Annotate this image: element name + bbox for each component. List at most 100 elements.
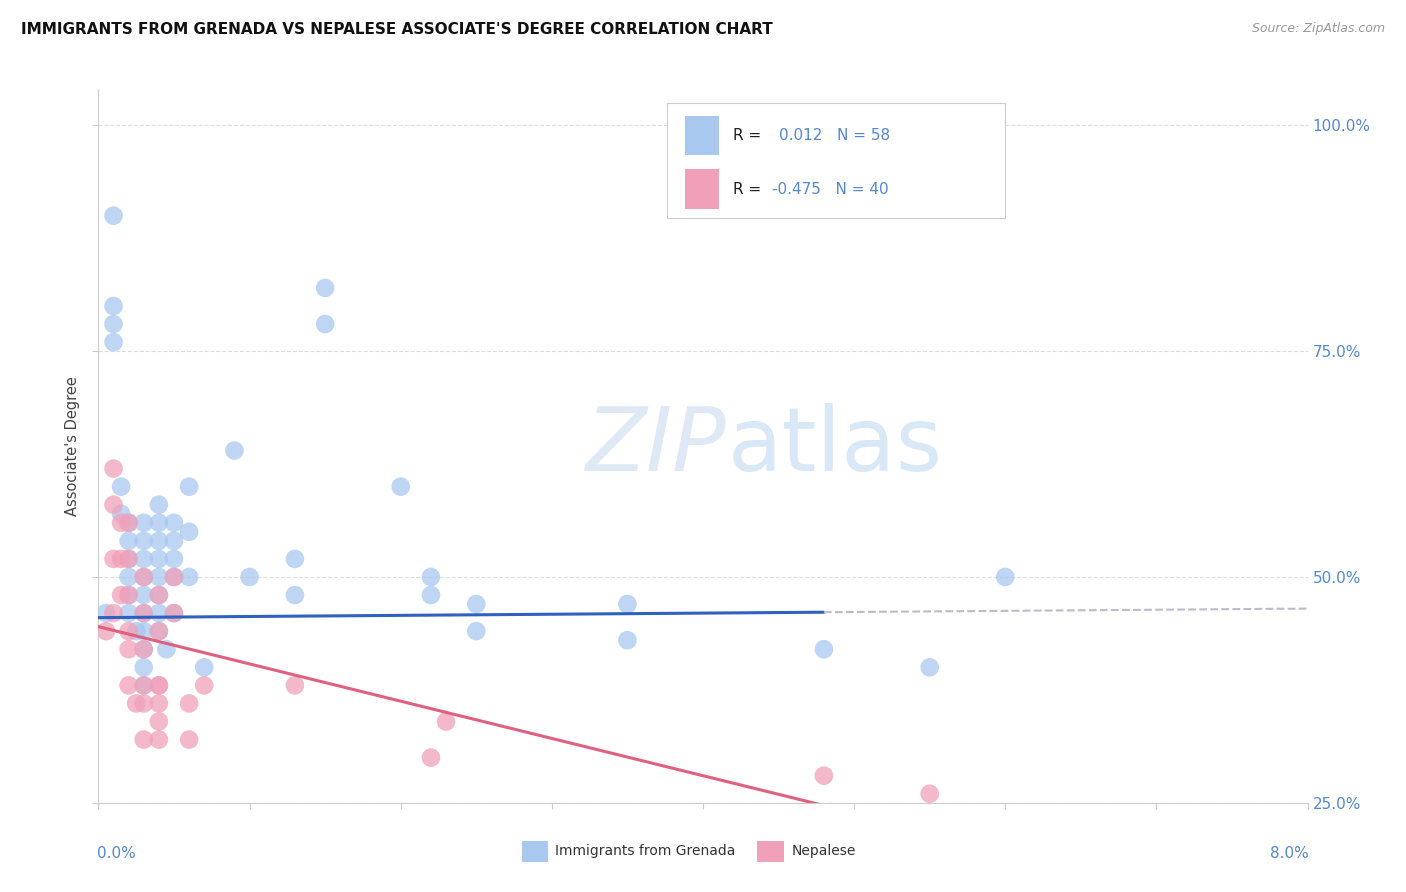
Point [103, 317, 125, 331]
Point [132, 732, 155, 747]
Point [163, 606, 186, 620]
Point [103, 498, 125, 512]
Point [284, 552, 307, 566]
Point [148, 570, 170, 584]
Point [224, 443, 246, 458]
Point [314, 281, 336, 295]
Point [118, 624, 141, 639]
Point [148, 714, 170, 729]
Point [918, 660, 941, 674]
Text: 0.012   N = 58: 0.012 N = 58 [779, 128, 890, 143]
Point [148, 516, 170, 530]
Point [420, 750, 443, 764]
Point [148, 588, 170, 602]
Point [132, 660, 155, 674]
Text: Immigrants from Grenada: Immigrants from Grenada [555, 844, 735, 857]
Point [94, 606, 117, 620]
Point [193, 678, 215, 692]
Point [132, 516, 155, 530]
Point [148, 732, 170, 747]
Point [434, 714, 457, 729]
Point [125, 624, 148, 639]
Point [813, 642, 835, 657]
Point [179, 570, 201, 584]
Text: 8.0%: 8.0% [1270, 846, 1309, 861]
Point [118, 588, 141, 602]
Point [118, 516, 141, 530]
Point [918, 787, 941, 801]
Point [132, 624, 155, 639]
Point [148, 697, 170, 711]
Point [110, 588, 132, 602]
Point [148, 624, 170, 639]
Point [465, 597, 488, 611]
Point [132, 533, 155, 548]
Point [132, 570, 155, 584]
Point [118, 642, 141, 657]
Text: -0.475   N = 40: -0.475 N = 40 [772, 182, 889, 196]
FancyBboxPatch shape [685, 169, 718, 209]
Point [314, 317, 336, 331]
Point [163, 516, 186, 530]
Point [125, 697, 148, 711]
Point [103, 299, 125, 313]
FancyBboxPatch shape [758, 840, 785, 862]
Point [148, 606, 170, 620]
Text: Nepalese: Nepalese [792, 844, 856, 857]
Y-axis label: Associate's Degree: Associate's Degree [65, 376, 80, 516]
Text: atlas: atlas [727, 402, 942, 490]
Point [118, 533, 141, 548]
Point [118, 678, 141, 692]
Point [616, 597, 638, 611]
Point [616, 633, 638, 648]
Point [148, 588, 170, 602]
Point [110, 516, 132, 530]
Text: ZIP: ZIP [586, 403, 727, 489]
Point [132, 588, 155, 602]
Point [118, 588, 141, 602]
Point [163, 552, 186, 566]
Point [118, 516, 141, 530]
FancyBboxPatch shape [666, 103, 1005, 218]
Point [132, 642, 155, 657]
Point [284, 588, 307, 602]
Point [110, 507, 132, 521]
Text: Source: ZipAtlas.com: Source: ZipAtlas.com [1251, 22, 1385, 36]
Point [103, 335, 125, 350]
Point [118, 552, 141, 566]
Point [155, 642, 177, 657]
Text: R =: R = [734, 182, 766, 196]
Point [179, 480, 201, 494]
Point [148, 533, 170, 548]
Point [132, 678, 155, 692]
Point [179, 697, 201, 711]
FancyBboxPatch shape [522, 840, 548, 862]
Point [132, 606, 155, 620]
Point [132, 678, 155, 692]
Point [132, 642, 155, 657]
Point [148, 624, 170, 639]
Point [163, 533, 186, 548]
Text: IMMIGRANTS FROM GRENADA VS NEPALESE ASSOCIATE'S DEGREE CORRELATION CHART: IMMIGRANTS FROM GRENADA VS NEPALESE ASSO… [21, 22, 773, 37]
Point [239, 570, 262, 584]
Point [132, 606, 155, 620]
FancyBboxPatch shape [685, 116, 718, 155]
Point [103, 606, 125, 620]
Point [132, 570, 155, 584]
Point [103, 552, 125, 566]
Point [103, 461, 125, 475]
Point [103, 209, 125, 223]
Point [118, 552, 141, 566]
Point [132, 552, 155, 566]
Point [118, 570, 141, 584]
Point [994, 822, 1017, 837]
Point [110, 552, 132, 566]
Point [284, 678, 307, 692]
Point [813, 769, 835, 783]
Point [94, 624, 117, 639]
Point [389, 480, 412, 494]
Point [193, 660, 215, 674]
Point [132, 697, 155, 711]
Point [163, 570, 186, 584]
Text: 0.0%: 0.0% [97, 846, 136, 861]
